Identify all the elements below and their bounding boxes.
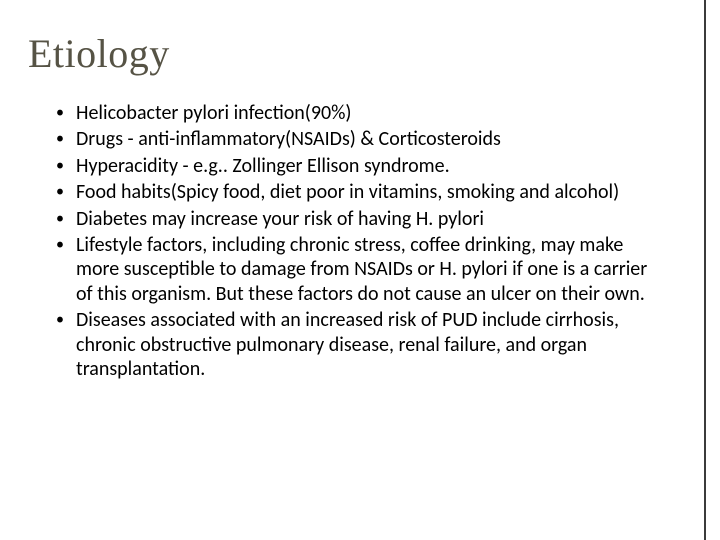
list-item: Hyperacidity - e.g.. Zollinger Ellison s…	[56, 154, 660, 178]
list-item: Food habits(Spicy food, diet poor in vit…	[56, 180, 660, 204]
list-item: Diabetes may increase your risk of havin…	[56, 207, 660, 231]
slide-title: Etiology	[28, 30, 670, 77]
list-item: Drugs - anti-inflammatory(NSAIDs) & Cort…	[56, 127, 660, 151]
list-item: Helicobacter pylori infection(90%)	[56, 101, 660, 125]
vertical-divider	[704, 0, 706, 540]
slide: Etiology Helicobacter pylori infection(9…	[0, 0, 720, 540]
bullet-list: Helicobacter pylori infection(90%) Drugs…	[28, 101, 670, 381]
list-item: Diseases associated with an increased ri…	[56, 308, 660, 381]
list-item: Lifestyle factors, including chronic str…	[56, 233, 660, 306]
